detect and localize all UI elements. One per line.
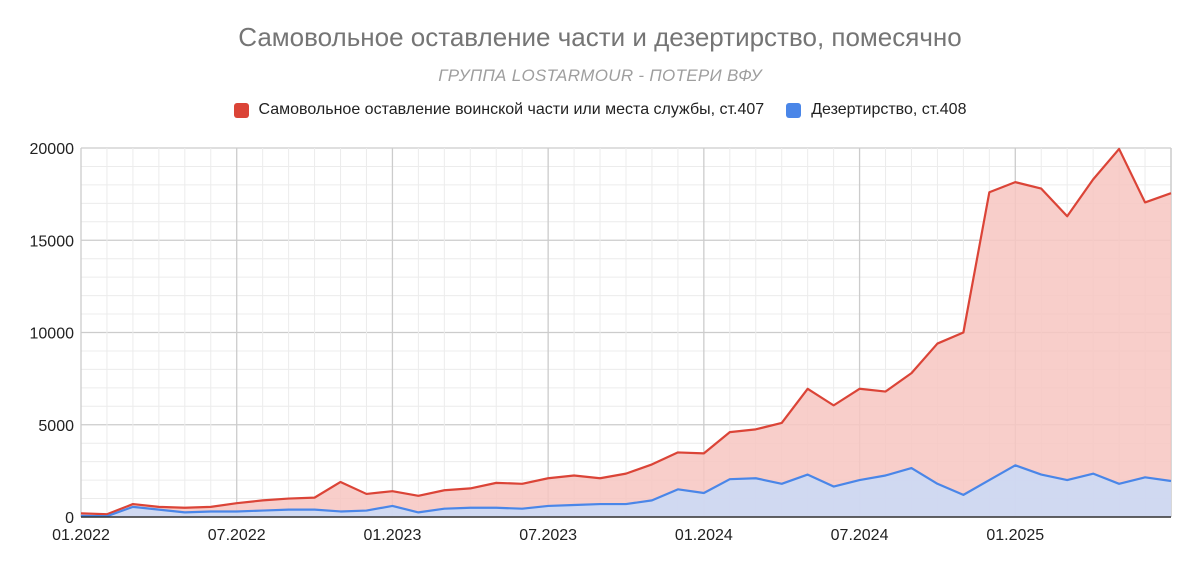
y-tick-label: 5000 [38,418,74,435]
legend-item-407[interactable]: Самовольное оставление воинской части ил… [233,101,765,119]
series-areas [80,147,1172,518]
series-line-408[interactable] [80,464,1172,518]
series-area-407 [81,148,1171,518]
series-area-408 [81,465,1171,517]
legend-swatch-407 [233,102,249,118]
legend-label-407: Самовольное оставление воинской части ил… [258,101,765,118]
y-tick-label: 0 [65,510,74,527]
legend-swatch-408 [786,102,802,118]
chart-legend: Самовольное оставление воинской части ил… [0,101,1200,119]
x-tick-label: 07.2022 [208,527,266,544]
x-tick-label: 01.2025 [986,527,1044,544]
y-tick-label: 15000 [30,233,75,250]
x-tick-label: 01.2022 [52,527,110,544]
x-tick-label: 01.2024 [675,527,733,544]
y-tick-label: 20000 [30,141,75,158]
series-line-407[interactable] [80,147,1172,516]
legend-item-408[interactable]: Дезертирство, ст.408 [786,101,966,119]
x-tick-label: 01.2023 [364,527,422,544]
y-tick-labels: 0 5000 10000 15000 20000 [30,141,75,527]
chart-title: Самовольное оставление части и дезертирс… [238,22,962,52]
x-tick-label: 07.2024 [831,527,889,544]
x-tick-labels: 01.2022 07.2022 01.2023 07.2023 01.2024 07.20… [52,527,1044,544]
legend-label-408: Дезертирство, ст.408 [811,101,967,118]
chart-subtitle: ГРУППА LOSTARMOUR - ПОТЕРИ ВФУ [438,66,762,85]
x-tick-label: 07.2023 [519,527,577,544]
y-tick-label: 10000 [30,326,75,343]
